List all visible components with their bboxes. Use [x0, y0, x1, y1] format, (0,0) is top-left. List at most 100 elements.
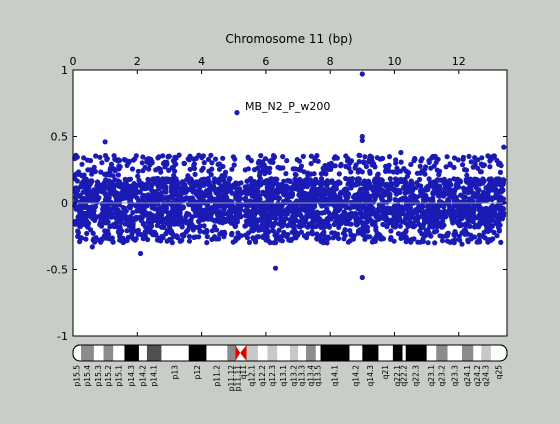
data-point	[129, 166, 136, 172]
data-point	[488, 195, 494, 201]
data-point	[374, 188, 380, 194]
data-point	[122, 212, 128, 218]
data-point	[121, 181, 127, 187]
data-point	[342, 227, 348, 234]
data-point	[466, 209, 472, 215]
data-point	[353, 162, 359, 168]
data-point	[473, 157, 479, 163]
data-point	[285, 232, 291, 238]
data-point	[140, 236, 146, 242]
data-point	[284, 158, 290, 164]
data-point	[305, 170, 311, 176]
data-point	[408, 178, 414, 184]
data-point	[488, 204, 494, 210]
data-point	[370, 220, 376, 226]
data-point	[158, 224, 165, 230]
data-point	[421, 217, 427, 224]
data-point	[156, 165, 162, 171]
data-point	[85, 223, 91, 229]
data-point	[253, 239, 259, 245]
data-point	[456, 208, 462, 214]
data-point	[430, 220, 436, 226]
ideogram-band	[290, 345, 299, 361]
data-point	[367, 170, 373, 176]
data-point	[101, 189, 107, 195]
data-point	[370, 211, 376, 217]
data-point	[108, 161, 115, 167]
data-point	[409, 186, 415, 192]
data-point	[343, 204, 349, 210]
data-point	[406, 170, 412, 176]
data-point	[440, 193, 447, 199]
x-tick-label: 4	[198, 55, 205, 68]
data-point	[333, 232, 339, 238]
data-point	[441, 204, 447, 210]
data-point	[476, 222, 482, 228]
data-point	[288, 207, 294, 213]
data-point	[142, 209, 148, 215]
data-point	[117, 182, 123, 188]
data-point	[480, 197, 486, 203]
data-point	[489, 156, 495, 162]
data-point	[362, 154, 368, 160]
data-point	[359, 133, 365, 140]
y-tick-label: 0.5	[51, 131, 69, 144]
data-point	[404, 182, 410, 188]
data-point	[289, 229, 295, 235]
data-point	[135, 230, 141, 237]
data-point	[215, 161, 221, 167]
data-point	[203, 208, 209, 214]
data-point	[190, 206, 196, 212]
data-point	[107, 224, 113, 230]
ideogram-band-label: q14.3	[366, 365, 375, 387]
data-point	[343, 175, 349, 182]
data-point	[374, 155, 380, 161]
data-point	[354, 177, 361, 183]
data-point	[420, 238, 426, 245]
data-point	[496, 161, 502, 167]
data-point	[359, 137, 365, 144]
data-point	[155, 176, 161, 182]
data-point	[290, 166, 296, 172]
sample-annotation: MB_N2_P_w200	[245, 100, 330, 113]
data-point	[386, 154, 393, 160]
data-point	[162, 164, 168, 170]
y-tick-label: 1	[61, 64, 68, 77]
data-point	[314, 209, 320, 215]
ideogram-band-label: p15.2	[104, 365, 113, 387]
data-point	[148, 201, 154, 207]
data-point	[105, 185, 111, 191]
data-point	[363, 196, 369, 202]
data-point	[436, 188, 442, 194]
data-point	[415, 216, 421, 222]
data-point	[364, 224, 371, 230]
data-point	[392, 197, 398, 203]
data-point	[390, 169, 396, 175]
data-point	[443, 164, 449, 170]
ideogram-band	[405, 345, 427, 361]
data-point	[292, 171, 298, 177]
data-point	[135, 201, 141, 207]
data-point	[174, 218, 181, 224]
data-point	[326, 210, 332, 216]
data-point	[108, 199, 114, 205]
data-point	[435, 156, 441, 162]
data-point	[188, 220, 194, 226]
data-point	[264, 190, 270, 196]
data-point	[435, 192, 441, 198]
data-point	[88, 180, 94, 186]
data-point	[211, 176, 218, 182]
data-point	[352, 203, 358, 209]
data-point	[353, 221, 359, 227]
data-point	[452, 230, 459, 236]
data-point	[238, 233, 244, 239]
data-point	[423, 164, 429, 170]
data-point	[343, 220, 349, 227]
data-point	[325, 234, 331, 240]
data-point	[208, 212, 214, 218]
ideogram-band-label: q22.1	[393, 365, 402, 387]
data-point	[115, 157, 121, 163]
data-point	[414, 180, 420, 186]
data-point	[146, 180, 152, 186]
